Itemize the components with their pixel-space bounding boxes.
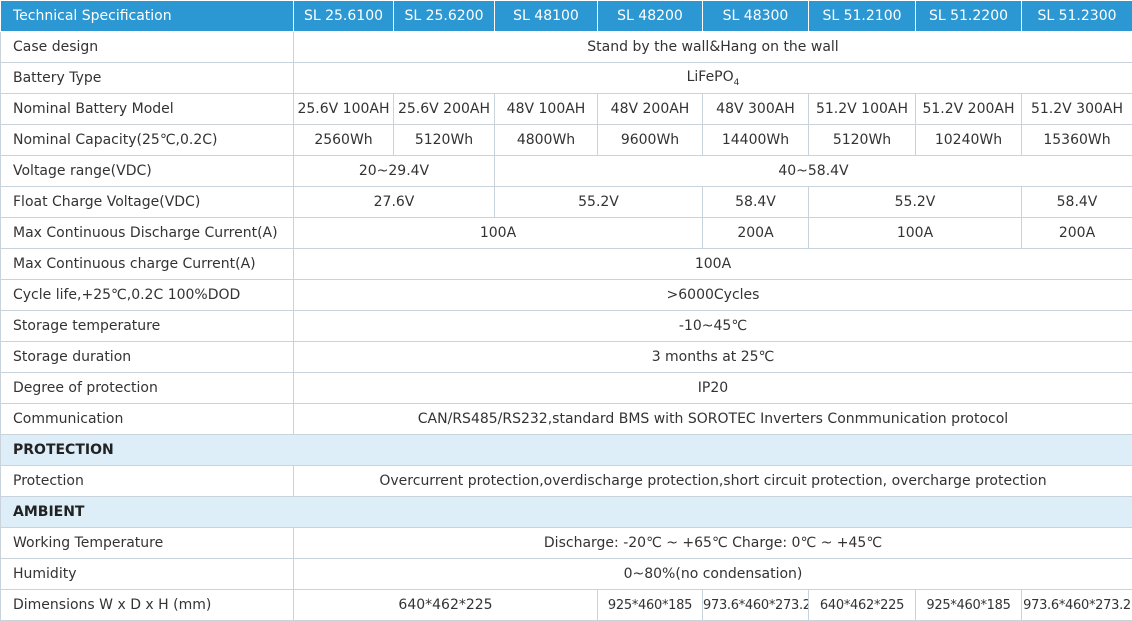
cell: 48V 100AH (495, 94, 598, 125)
row-value: IP20 (294, 373, 1132, 404)
cell: 973.6*460*273.2 (703, 590, 809, 621)
table-row: Working Temperature Discharge: -20℃ ~ +6… (1, 528, 1132, 559)
row-value: Overcurrent protection,overdischarge pro… (294, 466, 1132, 497)
battery-chemistry: LiFePO (687, 69, 734, 85)
row-label: Dimensions W x D x H (mm) (1, 590, 294, 621)
row-label: Cycle life,+25℃,0.2C 100%DOD (1, 280, 294, 311)
cell: 55.2V (495, 187, 703, 218)
cell: 2560Wh (294, 125, 394, 156)
model-header: SL 48100 (495, 1, 598, 32)
model-header: SL 48200 (598, 1, 703, 32)
cell: 27.6V (294, 187, 495, 218)
cell: 973.6*460*273.2 (1022, 590, 1132, 621)
row-value: Discharge: -20℃ ~ +65℃ Charge: 0℃ ~ +45℃ (294, 528, 1132, 559)
row-label: Max Continuous Discharge Current(A) (1, 218, 294, 249)
table-row: Cycle life,+25℃,0.2C 100%DOD >6000Cycles (1, 280, 1132, 311)
model-header: SL 48300 (703, 1, 809, 32)
table-row: Humidity 0~80%(no condensation) (1, 559, 1132, 590)
row-label: Storage duration (1, 342, 294, 373)
model-header: SL 25.6200 (394, 1, 495, 32)
row-label: Nominal Battery Model (1, 94, 294, 125)
table-row: Max Continuous Discharge Current(A) 100A… (1, 218, 1132, 249)
cell: 55.2V (809, 187, 1022, 218)
section-header-ambient: AMBIENT (1, 497, 1132, 528)
row-value: -10~45℃ (294, 311, 1132, 342)
model-header: SL 25.6100 (294, 1, 394, 32)
cell: 200A (703, 218, 809, 249)
row-value: CAN/RS485/RS232,standard BMS with SOROTE… (294, 404, 1132, 435)
model-header: SL 51.2100 (809, 1, 916, 32)
row-label: Degree of protection (1, 373, 294, 404)
row-label: Humidity (1, 559, 294, 590)
cell: 10240Wh (916, 125, 1022, 156)
table-row: Voltage range(VDC) 20~29.4V 40~58.4V (1, 156, 1132, 187)
cell: 48V 200AH (598, 94, 703, 125)
cell: 9600Wh (598, 125, 703, 156)
section-header-row: AMBIENT (1, 497, 1132, 528)
row-label: Storage temperature (1, 311, 294, 342)
table-row: Battery Type LiFePO4 (1, 63, 1132, 94)
table-row: Nominal Battery Model 25.6V 100AH 25.6V … (1, 94, 1132, 125)
row-value: 100A (294, 249, 1132, 280)
cell: 640*462*225 (294, 590, 598, 621)
row-value: 0~80%(no condensation) (294, 559, 1132, 590)
table-row: Max Continuous charge Current(A) 100A (1, 249, 1132, 280)
cell: 40~58.4V (495, 156, 1132, 187)
row-value: Stand by the wall&Hang on the wall (294, 32, 1132, 63)
row-label: Float Charge Voltage(VDC) (1, 187, 294, 218)
table-row: Storage temperature -10~45℃ (1, 311, 1132, 342)
row-label: Max Continuous charge Current(A) (1, 249, 294, 280)
row-label: Voltage range(VDC) (1, 156, 294, 187)
row-value: LiFePO4 (294, 63, 1132, 94)
row-label: Nominal Capacity(25℃,0.2C) (1, 125, 294, 156)
cell: 925*460*185 (598, 590, 703, 621)
cell: 58.4V (1022, 187, 1132, 218)
header-row: Technical Specification SL 25.6100 SL 25… (1, 1, 1132, 32)
cell: 5120Wh (809, 125, 916, 156)
cell: 100A (809, 218, 1022, 249)
cell: 14400Wh (703, 125, 809, 156)
cell: 51.2V 200AH (916, 94, 1022, 125)
model-header: SL 51.2200 (916, 1, 1022, 32)
cell: 58.4V (703, 187, 809, 218)
cell: 20~29.4V (294, 156, 495, 187)
cell: 25.6V 200AH (394, 94, 495, 125)
cell: 925*460*185 (916, 590, 1022, 621)
table-row: Nominal Capacity(25℃,0.2C) 2560Wh 5120Wh… (1, 125, 1132, 156)
cell: 48V 300AH (703, 94, 809, 125)
battery-chemistry-subscript: 4 (734, 77, 740, 87)
section-header-protection: PROTECTION (1, 435, 1132, 466)
row-value: >6000Cycles (294, 280, 1132, 311)
table-row: Protection Overcurrent protection,overdi… (1, 466, 1132, 497)
row-label: Case design (1, 32, 294, 63)
cell: 5120Wh (394, 125, 495, 156)
row-label: Battery Type (1, 63, 294, 94)
table-row: Storage duration 3 months at 25℃ (1, 342, 1132, 373)
table-row: Dimensions W x D x H (mm) 640*462*225 92… (1, 590, 1132, 621)
table-row: Case design Stand by the wall&Hang on th… (1, 32, 1132, 63)
cell: 15360Wh (1022, 125, 1132, 156)
row-label: Working Temperature (1, 528, 294, 559)
cell: 640*462*225 (809, 590, 916, 621)
table-row: Communication CAN/RS485/RS232,standard B… (1, 404, 1132, 435)
cell: 51.2V 100AH (809, 94, 916, 125)
row-label: Communication (1, 404, 294, 435)
row-label: Protection (1, 466, 294, 497)
header-label: Technical Specification (1, 1, 294, 32)
cell: 25.6V 100AH (294, 94, 394, 125)
model-header: SL 51.2300 (1022, 1, 1132, 32)
cell: 100A (294, 218, 703, 249)
cell: 200A (1022, 218, 1132, 249)
cell: 51.2V 300AH (1022, 94, 1132, 125)
table-row: Degree of protection IP20 (1, 373, 1132, 404)
section-header-row: PROTECTION (1, 435, 1132, 466)
row-value: 3 months at 25℃ (294, 342, 1132, 373)
cell: 4800Wh (495, 125, 598, 156)
table-row: Float Charge Voltage(VDC) 27.6V 55.2V 58… (1, 187, 1132, 218)
